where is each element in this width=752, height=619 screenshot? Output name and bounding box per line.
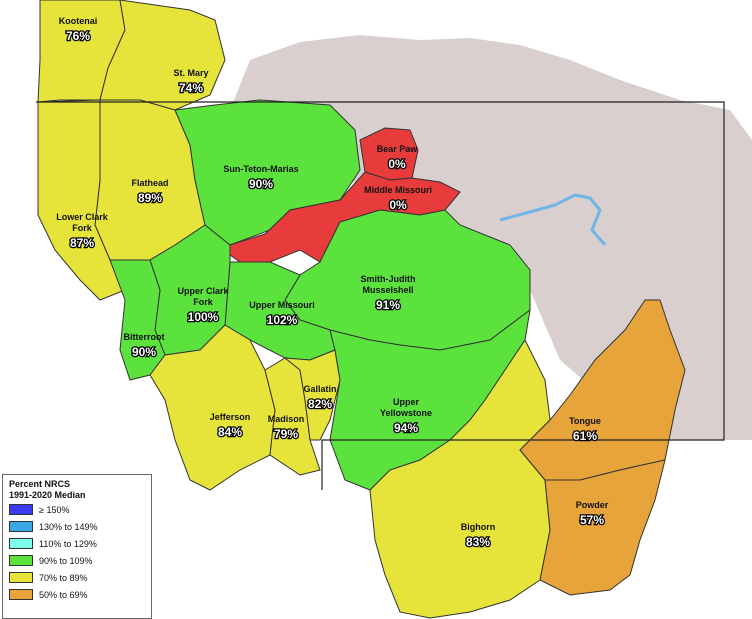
basin-name-label: Sun-Teton-Marias bbox=[223, 164, 298, 174]
basin-percent-label: 94% bbox=[394, 421, 418, 435]
legend-item: ≥ 150% bbox=[9, 501, 145, 518]
basin-name-label: Powder bbox=[576, 500, 609, 510]
legend-label: ≥ 150% bbox=[39, 504, 70, 515]
basin-name-label: Fork bbox=[72, 223, 92, 233]
legend-item: 90% to 109% bbox=[9, 552, 145, 569]
basin-percent-label: 87% bbox=[70, 236, 94, 250]
basin-powder[interactable] bbox=[539, 459, 666, 596]
missouri-river bbox=[499, 193, 607, 246]
basin-name-label: Yellowstone bbox=[380, 408, 432, 418]
basin-percent-label: 89% bbox=[138, 191, 162, 205]
legend-swatch bbox=[9, 589, 33, 600]
basin-name-label: Kootenai bbox=[59, 16, 98, 26]
basin-name-label: Bighorn bbox=[461, 522, 496, 532]
basin-name-label: Smith-Judith bbox=[361, 274, 416, 284]
legend-item: 50% to 69% bbox=[9, 586, 145, 603]
legend-title-line1: Percent NRCS bbox=[9, 479, 71, 489]
basin-percent-label: 0% bbox=[388, 157, 406, 171]
basin-percent-label: 90% bbox=[132, 345, 156, 359]
legend-item: 70% to 89% bbox=[9, 569, 145, 586]
basin-percent-label: 100% bbox=[188, 310, 219, 324]
basin-name-label: Fork bbox=[193, 297, 213, 307]
state-boundary bbox=[36, 101, 725, 490]
basin-percent-label: 90% bbox=[249, 177, 273, 191]
basin-name-label: Tongue bbox=[569, 416, 601, 426]
basin-name-label: Musselshell bbox=[362, 285, 413, 295]
legend-label: 110% to 129% bbox=[39, 538, 97, 549]
map-legend: Percent NRCS 1991-2020 Median ≥ 150% 130%… bbox=[2, 474, 152, 619]
legend-swatch bbox=[9, 521, 33, 532]
legend-title-line2: 1991-2020 Median bbox=[9, 490, 86, 500]
basin-name-label: Bear Paw bbox=[377, 144, 419, 154]
legend-swatch bbox=[9, 504, 33, 515]
basin-percent-label: 0% bbox=[389, 198, 407, 212]
basin-name-label: Upper Missouri bbox=[249, 300, 315, 310]
legend-label: 70% to 89% bbox=[39, 572, 88, 583]
basin-percent-label: 61% bbox=[573, 429, 597, 443]
legend-label: 90% to 109% bbox=[39, 555, 93, 566]
legend-item: 110% to 129% bbox=[9, 535, 145, 552]
basin-name-label: Lower Clark bbox=[56, 212, 109, 222]
basin-name-label: Upper bbox=[393, 397, 420, 407]
basin-bear-paw[interactable] bbox=[359, 127, 419, 181]
basin-percent-label: 74% bbox=[179, 81, 203, 95]
basin-name-label: Jefferson bbox=[210, 412, 251, 422]
basin-percent-label: 83% bbox=[466, 535, 490, 549]
basin-name-label: Middle Missouri bbox=[364, 185, 432, 195]
basin-percent-label: 84% bbox=[218, 425, 242, 439]
basin-name-label: Madison bbox=[268, 414, 305, 424]
legend-swatch bbox=[9, 538, 33, 549]
legend-swatch bbox=[9, 555, 33, 566]
basin-name-label: Flathead bbox=[131, 178, 168, 188]
basin-name-label: Gallatin bbox=[303, 384, 336, 394]
basin-percent-label: 102% bbox=[267, 313, 298, 327]
basin-percent-label: 76% bbox=[66, 29, 90, 43]
basin-percent-label: 79% bbox=[274, 427, 298, 441]
legend-swatch bbox=[9, 572, 33, 583]
legend-item: 130% to 149% bbox=[9, 518, 145, 535]
legend-label: 50% to 69% bbox=[39, 589, 88, 600]
basin-name-label: Bitterroot bbox=[124, 332, 165, 342]
basin-gallatin[interactable] bbox=[283, 349, 341, 441]
basin-name-label: St. Mary bbox=[173, 68, 208, 78]
basin-percent-label: 57% bbox=[580, 513, 604, 527]
basin-labels: Kootenai 76% St. Mary 74% Flathead 89% Lower C… bbox=[56, 16, 609, 550]
basin-percent-label: 82% bbox=[308, 397, 332, 411]
basin-percent-label: 91% bbox=[376, 298, 400, 312]
basin-name-label: Upper Clark bbox=[177, 286, 229, 296]
legend-label: 130% to 149% bbox=[39, 521, 98, 532]
